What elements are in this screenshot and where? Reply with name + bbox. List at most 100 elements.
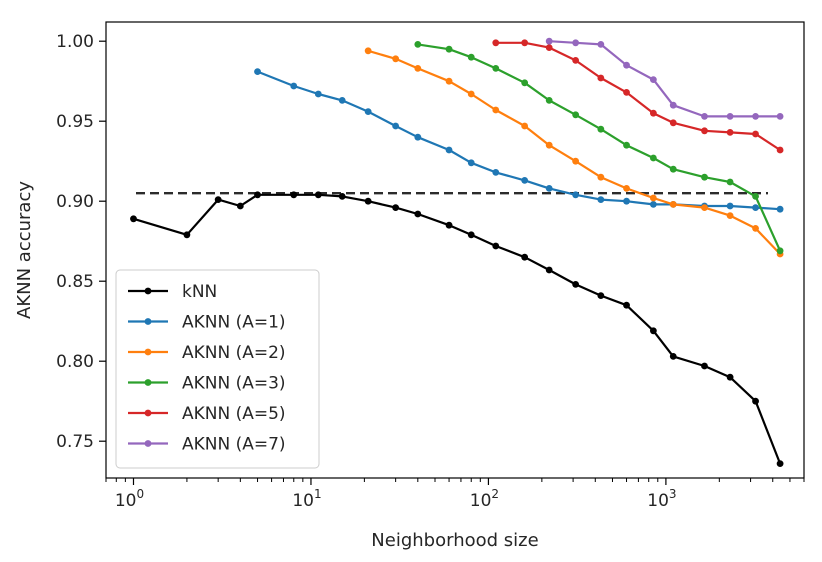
data-point [649,76,657,83]
data-point [649,109,657,117]
data-point [290,191,298,199]
x-tick-exponent: 3 [669,487,677,501]
series-0 [130,191,784,467]
data-point [414,210,422,218]
data-point [752,193,759,200]
data-point [545,141,553,149]
data-point [314,90,322,98]
y-axis-label: AKNN accuracy [14,181,35,319]
data-point [752,225,759,232]
data-point [701,204,708,212]
legend-box [115,269,320,469]
data-point [572,57,580,64]
data-point [597,173,605,181]
series-line-1 [257,70,781,211]
data-point [597,74,605,82]
data-point [752,130,759,138]
data-point [623,301,630,309]
series-1 [254,68,784,213]
y-tick-label: 0.75 [56,432,94,452]
data-point [545,185,553,192]
data-point [521,177,529,184]
data-point [752,204,759,212]
legend-swatch-marker [144,379,152,386]
data-point [392,122,400,130]
legend-label: AKNN (A=2) [182,343,286,363]
data-point [492,169,500,176]
x-tick-label: 101 [292,487,321,511]
data-point [752,113,759,120]
data-point [597,125,605,133]
data-point [467,53,475,61]
data-point [545,97,553,104]
series-line-5 [549,40,781,118]
data-point [130,215,137,223]
data-point [314,191,322,199]
data-point [364,47,372,55]
data-point [545,44,553,51]
data-point [726,113,734,120]
data-point [776,205,784,213]
data-point [254,191,261,199]
series-line-4 [495,41,781,151]
data-point [445,77,453,85]
data-point [492,65,500,72]
data-point [467,231,475,239]
legend-item-5: AKNN (A=7) [128,435,286,455]
data-point [445,221,453,229]
data-point [726,202,734,210]
data-point [649,201,657,208]
legend-item-3: AKNN (A=3) [128,374,286,394]
legend-label: AKNN (A=5) [182,404,286,424]
data-point [597,292,605,299]
data-point [669,119,677,127]
data-point [649,154,657,162]
data-point [701,362,708,370]
data-point [669,201,677,208]
x-tick-label: 103 [647,487,676,511]
data-point [392,204,400,212]
data-point [623,141,630,149]
x-tick-label: 102 [470,487,499,511]
data-point [545,266,553,274]
x-axis-label: Neighborhood size [371,530,538,551]
data-point [445,45,453,53]
legend-label: AKNN (A=7) [182,435,286,455]
data-point [649,327,657,335]
data-point [701,127,708,135]
data-point [521,79,529,87]
data-point [776,146,784,154]
x-tick-label: 100 [115,487,144,511]
legend-item-0: kNN [128,282,217,302]
series-2 [364,47,784,258]
y-tick-label: 0.85 [56,272,94,292]
data-point [467,90,475,98]
data-point [572,191,580,199]
legend-swatch-marker [144,348,152,356]
legend-label: kNN [182,282,217,302]
data-point [669,165,677,173]
data-point [254,68,261,75]
data-point [521,253,529,261]
data-point [669,101,677,109]
data-point [414,41,422,48]
legend-item-1: AKNN (A=1) [128,313,286,333]
data-point [726,129,734,136]
data-point [338,193,346,200]
data-point [492,39,500,47]
legend-swatch-marker [144,287,152,295]
data-point [701,113,708,120]
series-line-2 [367,49,781,255]
axes-frame [105,21,805,479]
data-point [752,397,759,405]
legend-swatch-marker [144,440,152,447]
series-5 [545,37,784,120]
legend: kNN AKNN (A=1) AKNN (A=2) AKNN (A=3) AKNN (A… [115,269,320,469]
data-point [392,55,400,63]
data-point [414,133,422,141]
x-tick-exponent: 2 [491,487,499,501]
data-point [649,194,657,202]
data-point [597,41,605,48]
